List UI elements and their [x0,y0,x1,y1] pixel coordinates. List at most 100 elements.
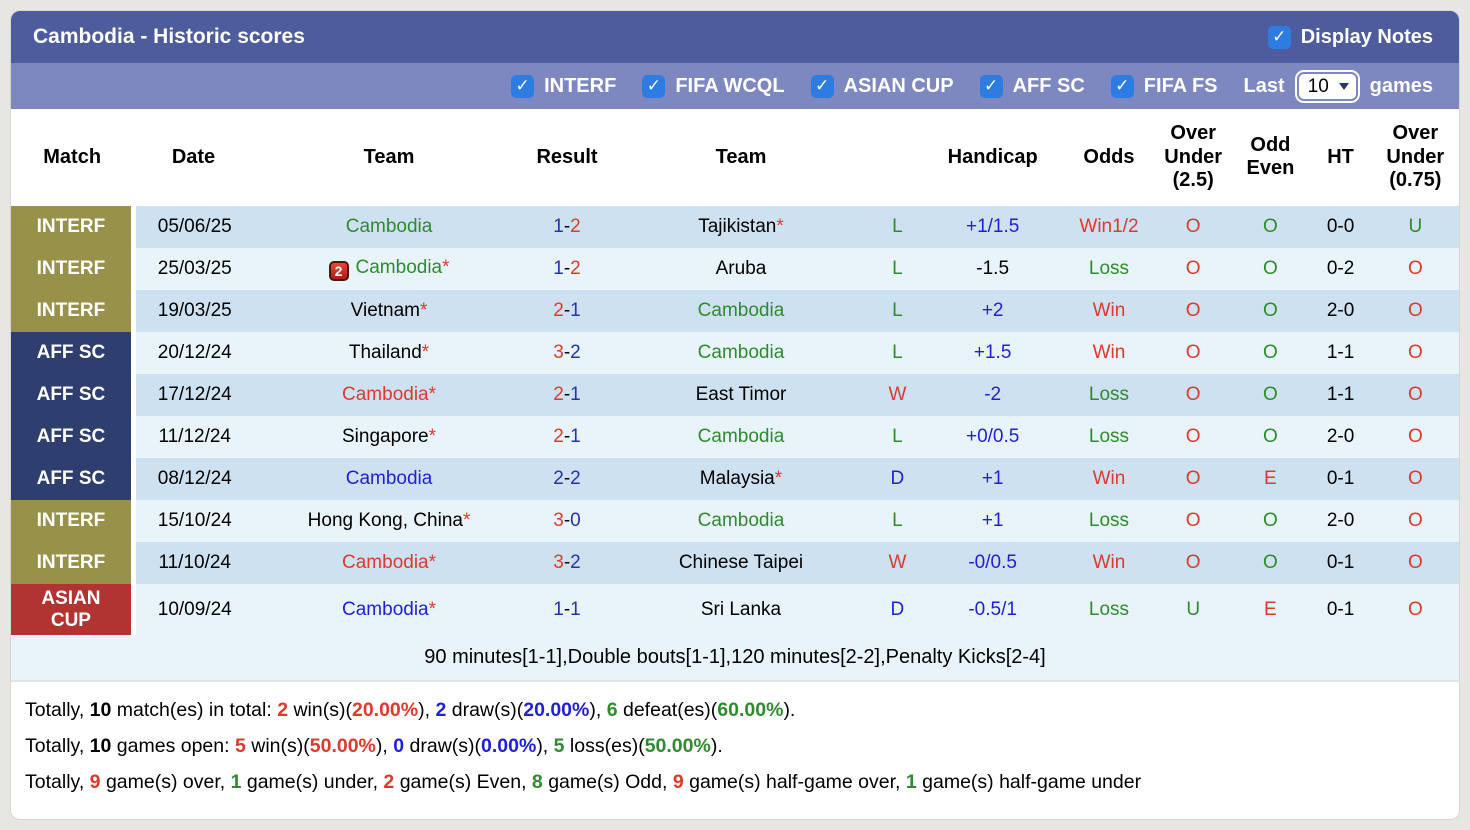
wld-letter: L [892,341,903,363]
odd-even-cell: O [1231,415,1310,458]
summary-segment: ). [783,699,796,722]
competition-filter-bar: ✓ INTERF ✓ FIFA WCQL ✓ ASIAN CUP ✓ AFF SC ✓ FIFA … [11,63,1459,109]
filter-checkbox-aff-sc[interactable]: ✓ AFF SC [979,74,1085,98]
score-separator: - [563,509,571,531]
last-games-select[interactable]: 10 [1298,73,1356,99]
match-competition-badge: INTERF [11,541,136,584]
wld-letter: L [892,215,903,237]
over-under-letter: O [1185,299,1201,321]
wld-cell: W [872,541,923,584]
odds-cell: Win [1062,457,1156,500]
filter-checkbox-fifa-fs[interactable]: ✓ FIFA FS [1110,74,1218,98]
away-team-cell: Cambodia [609,415,873,458]
away-team-cell: Malaysia* [609,457,873,500]
checkbox-checked-icon[interactable]: ✓ [642,74,666,98]
away-score: 1 [570,383,581,405]
table-row: INTERF 11/10/24 Cambodia* 3-2 Chinese Taipei… [11,541,1459,584]
odds-cell: Loss [1062,247,1156,290]
odd-even-letter: O [1263,257,1278,279]
handicap-cell: +1.5 [922,331,1063,374]
team-name: Cambodia [697,509,785,531]
away-score: 2 [570,257,581,279]
result-cell: 2-1 [524,373,610,416]
handicap-cell: -0.5/1 [922,583,1063,636]
over-under-letter: O [1407,509,1423,531]
away-team-cell: Cambodia [609,499,873,542]
over-under-25-cell: U [1155,583,1232,636]
over-under-25-cell: O [1155,541,1232,584]
home-team-cell: Hong Kong, China* [253,499,525,542]
checkbox-checked-icon[interactable]: ✓ [1110,74,1134,98]
checkbox-checked-icon[interactable]: ✓ [1267,25,1291,49]
ht-cell: 2-0 [1309,415,1372,458]
odds-cell: Win [1062,331,1156,374]
summary-segment: win(s)( [245,735,310,758]
over-under-075-cell: O [1371,415,1459,458]
checkbox-checked-icon[interactable]: ✓ [810,74,834,98]
odd-even-cell: O [1231,289,1310,332]
team-name: Cambodia [342,383,429,405]
filter-label: AFF SC [1012,74,1085,97]
odd-even-cell: O [1231,541,1310,584]
summary-segment: game(s) half-game under [916,771,1142,794]
handicap-value: +0/0.5 [965,425,1020,447]
handicap-cell: -1.5 [922,247,1063,290]
competition-filters: ✓ INTERF ✓ FIFA WCQL ✓ ASIAN CUP ✓ AFF SC ✓ FIFA … [511,74,1218,98]
result-cell: 1-2 [524,205,610,248]
filter-checkbox-interf[interactable]: ✓ INTERF [511,74,616,98]
over-under-075-cell: O [1371,457,1459,500]
team-name: Aruba [715,257,767,279]
filter-checkbox-fifa-wcql[interactable]: ✓ FIFA WCQL [642,74,785,98]
summary-segment: game(s) Odd, [542,771,673,794]
summary-segment: game(s) Even, [394,771,532,794]
over-under-075-cell: U [1371,205,1459,248]
over-under-letter: O [1407,341,1423,363]
display-notes-toggle[interactable]: ✓ Display Notes [1267,25,1433,49]
result-cell: 2-1 [524,415,610,458]
handicap-value: +1 [981,467,1004,489]
date-cell: 17/12/24 [133,373,254,416]
date-cell: 20/12/24 [133,331,254,374]
filter-checkbox-asian-cup[interactable]: ✓ ASIAN CUP [810,74,954,98]
result-cell: 3-2 [524,331,610,374]
home-score: 2 [553,383,564,405]
odds-result: Win1/2 [1079,215,1139,237]
away-score: 2 [570,341,581,363]
over-under-25-cell: O [1155,331,1232,374]
summary-line: Totally, 9 game(s) over, 1 game(s) under… [25,771,1445,794]
team-name: Cambodia [697,425,785,447]
page-title: Cambodia - Historic scores [33,25,305,48]
wld-cell: L [872,331,923,374]
col-header-result: Result [524,109,610,206]
over-under-letter: O [1185,257,1201,279]
wld-cell: L [872,499,923,542]
ht-cell: 0-0 [1309,205,1372,248]
away-score: 1 [570,425,581,447]
home-score: 1 [553,215,564,237]
col-header-ht: HT [1309,109,1372,206]
table-header-row: Match Date Team Result Team Handicap Odd… [11,109,1459,206]
over-under-25-cell: O [1155,205,1232,248]
home-team-cell: Cambodia [253,205,525,248]
checkbox-checked-icon[interactable]: ✓ [979,74,1003,98]
score-separator: - [563,299,571,321]
home-score: 3 [553,551,564,573]
asterisk: * [774,467,783,489]
over-under-letter: U [1408,215,1423,237]
odd-even-cell: O [1231,373,1310,416]
match-competition-badge: AFF SC [11,373,136,416]
wld-cell: L [872,247,923,290]
match-competition-badge: INTERF [11,499,136,542]
score-separator: - [563,383,571,405]
checkbox-checked-icon[interactable]: ✓ [511,74,535,98]
asterisk: * [421,341,430,363]
col-header-odd-even: Odd Even [1231,109,1310,206]
title-bar: Cambodia - Historic scores ✓ Display Not… [11,11,1459,63]
display-notes-label: Display Notes [1300,25,1433,48]
ht-cell: 2-0 [1309,499,1372,542]
wld-letter: L [892,257,903,279]
summary-segment: 20.00% [351,699,419,722]
asterisk: * [428,551,437,573]
home-team-cell: Cambodia* [253,583,525,636]
summary-segment: draw(s)( [404,735,482,758]
